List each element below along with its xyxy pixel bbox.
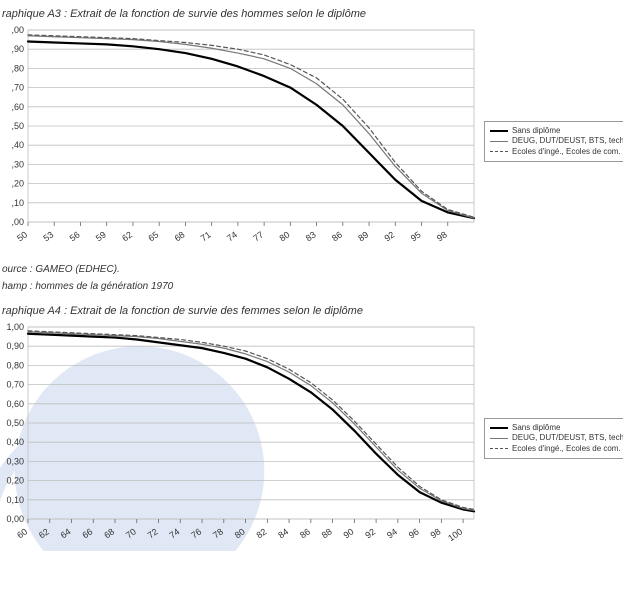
chart-a4-legend: Sans diplômeDEUG, DUT/DEUST, BTS, tech s…	[484, 418, 623, 459]
svg-text:100: 100	[446, 526, 464, 543]
svg-text:,10: ,10	[11, 198, 24, 208]
legend-swatch	[490, 427, 508, 429]
legend-swatch	[490, 130, 508, 132]
svg-text:90: 90	[342, 526, 356, 540]
legend-item: DEUG, DUT/DEUST, BTS, tech sup.	[490, 136, 623, 146]
svg-text:,00: ,00	[11, 25, 24, 35]
svg-text:86: 86	[298, 526, 312, 540]
svg-text:,60: ,60	[11, 102, 24, 112]
svg-text:89: 89	[356, 229, 370, 243]
svg-text:88: 88	[320, 526, 334, 540]
svg-text:50: 50	[15, 229, 29, 243]
svg-text:96: 96	[407, 526, 421, 540]
svg-text:98: 98	[429, 526, 443, 540]
svg-text:,80: ,80	[11, 63, 24, 73]
svg-text:0,90: 0,90	[6, 341, 24, 351]
chart-a4-plot: 0,00 0,10 0,20 0,30 0,40 0,50 0,60 0,70 0,80 0,90…	[0, 321, 480, 556]
legend-label: Sans diplôme	[512, 423, 560, 433]
svg-text:0,80: 0,80	[6, 360, 24, 370]
chart-a3-legend: Sans diplômeDEUG, DUT/DEUST, BTS, tech s…	[484, 121, 623, 162]
legend-item: Sans diplôme	[490, 126, 623, 136]
svg-text:0,40: 0,40	[6, 437, 24, 447]
svg-text:71: 71	[199, 229, 213, 243]
chart-svg: 0,00 0,10 0,20 0,30 0,40 0,50 0,60 0,70 0,80 0,90…	[0, 321, 480, 551]
chart-a3-plot: ,00 ,10 ,20 ,30 ,40 ,50 ,60 ,70 ,80 ,90 ,00 50 53 56 5…	[0, 24, 480, 259]
legend-swatch	[490, 448, 508, 449]
svg-text:98: 98	[435, 229, 449, 243]
chart-a3-caption-1: ource : GAMEO (EDHEC).	[2, 263, 623, 276]
svg-text:,50: ,50	[11, 121, 24, 131]
svg-text:1,00: 1,00	[6, 322, 24, 332]
chart-a3-row: ,00 ,10 ,20 ,30 ,40 ,50 ,60 ,70 ,80 ,90 ,00 50 53 56 5…	[0, 24, 623, 259]
chart-svg: ,00 ,10 ,20 ,30 ,40 ,50 ,60 ,70 ,80 ,90 ,00 50 53 56 5…	[0, 24, 480, 254]
svg-text:,40: ,40	[11, 140, 24, 150]
svg-text:0,50: 0,50	[6, 418, 24, 428]
legend-item: Ecoles d'ingé., Ecoles de com.	[490, 444, 623, 454]
svg-text:94: 94	[385, 526, 399, 540]
svg-text:0,20: 0,20	[6, 476, 24, 486]
legend-item: Sans diplôme	[490, 423, 623, 433]
svg-text:95: 95	[409, 229, 423, 243]
svg-text:84: 84	[276, 526, 290, 540]
svg-text:77: 77	[251, 229, 265, 243]
svg-text:86: 86	[330, 229, 344, 243]
svg-text:74: 74	[225, 229, 239, 243]
chart-a4-title: raphique A4 : Extrait de la fonction de …	[2, 305, 623, 317]
legend-label: DEUG, DUT/DEUST, BTS, tech sup.	[512, 136, 623, 146]
svg-text:68: 68	[173, 229, 187, 243]
legend-item: DEUG, DUT/DEUST, BTS, tech sup.	[490, 433, 623, 443]
legend-swatch	[490, 141, 508, 142]
svg-text:92: 92	[383, 229, 397, 243]
svg-text:62: 62	[120, 229, 134, 243]
svg-text:0,00: 0,00	[6, 514, 24, 524]
svg-text:0,60: 0,60	[6, 399, 24, 409]
svg-text:0,10: 0,10	[6, 495, 24, 505]
svg-text:0,70: 0,70	[6, 380, 24, 390]
legend-swatch	[490, 151, 508, 152]
chart-a3-caption-2: hamp : hommes de la génération 1970	[2, 280, 623, 293]
legend-label: Ecoles d'ingé., Ecoles de com.	[512, 147, 621, 157]
svg-text:53: 53	[41, 229, 55, 243]
legend-label: Ecoles d'ingé., Ecoles de com.	[512, 444, 621, 454]
svg-text:,00: ,00	[11, 217, 24, 227]
svg-text:83: 83	[304, 229, 318, 243]
svg-text:,20: ,20	[11, 179, 24, 189]
legend-swatch	[490, 438, 508, 439]
svg-text:80: 80	[278, 229, 292, 243]
svg-text:56: 56	[68, 229, 82, 243]
svg-text:60: 60	[15, 526, 29, 540]
svg-text:,30: ,30	[11, 159, 24, 169]
svg-text:59: 59	[94, 229, 108, 243]
chart-a3-title: raphique A3 : Extrait de la fonction de …	[2, 8, 623, 20]
chart-a4-row: 0,00 0,10 0,20 0,30 0,40 0,50 0,60 0,70 0,80 0,90…	[0, 321, 623, 556]
legend-label: Sans diplôme	[512, 126, 560, 136]
legend-label: DEUG, DUT/DEUST, BTS, tech sup.	[512, 433, 623, 443]
svg-text:0,30: 0,30	[6, 456, 24, 466]
svg-text:,90: ,90	[11, 44, 24, 54]
svg-text:82: 82	[255, 526, 269, 540]
svg-text:92: 92	[363, 526, 377, 540]
legend-item: Ecoles d'ingé., Ecoles de com.	[490, 147, 623, 157]
svg-text:,70: ,70	[11, 83, 24, 93]
svg-text:65: 65	[146, 229, 160, 243]
